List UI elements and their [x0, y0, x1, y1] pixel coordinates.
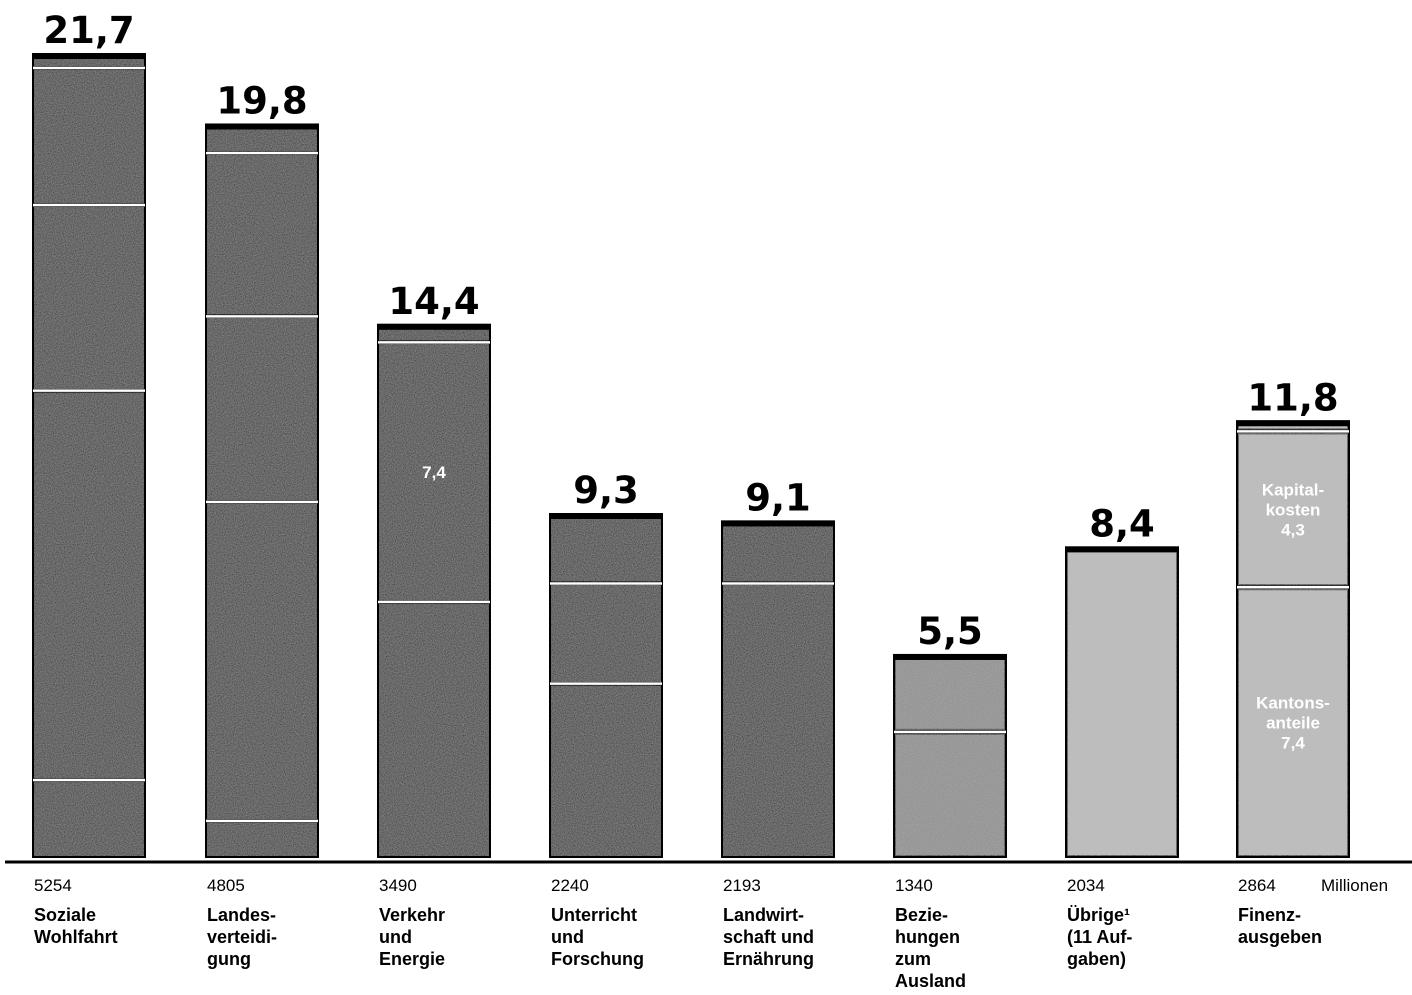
- category-1: 5254 Soziale Wohlfahrt: [34, 876, 194, 948]
- category-name: Landes- verteidi- gung: [207, 905, 278, 969]
- bar-top-cap: [1236, 420, 1350, 427]
- category-name: Verkehr und Energie: [379, 905, 446, 969]
- bar-segment: [1237, 432, 1349, 587]
- bar-2: 19,8: [205, 79, 319, 858]
- bar-1: 21,7: [32, 9, 146, 858]
- bar-top-cap: [377, 323, 491, 330]
- bar-segment: [33, 68, 145, 205]
- category-8: 2864 Finenz- ausgeben: [1238, 876, 1398, 948]
- percent-label: 19,8: [216, 79, 307, 122]
- category-name: Finenz- ausgeben: [1238, 905, 1323, 947]
- percent-label: 11,8: [1247, 376, 1338, 419]
- category-7: 2034 Übrige¹ (11 Auf- gaben): [1067, 876, 1227, 970]
- percent-label: 5,5: [917, 610, 983, 653]
- bar-top-cap: [205, 123, 319, 130]
- percent-label: 14,4: [388, 280, 479, 323]
- segment-label: Kapital-kosten 4,3: [1262, 480, 1324, 539]
- bar-segment: [722, 521, 834, 583]
- bar-8: Kapital-kosten 4,3 Kantons-anteile 7,4 11,8: [1236, 376, 1350, 858]
- category-name: Landwirt- schaft und Ernährung: [723, 905, 815, 969]
- category-amount: 2240: [551, 876, 589, 895]
- bar-4: 9,3: [549, 469, 663, 858]
- category-amount: 2193: [723, 876, 761, 895]
- bar-top-cap: [32, 53, 146, 59]
- category-name: Übrige¹ (11 Auf- gaben): [1067, 905, 1133, 969]
- bar-segment: [378, 343, 490, 602]
- bar-top-cap: [549, 513, 663, 519]
- category-amount: 5254: [34, 876, 72, 895]
- segment-label: Kantons-anteile 7,4: [1256, 694, 1330, 753]
- bar-segment: [33, 206, 145, 390]
- category-amount: 2864: [1238, 876, 1276, 895]
- bar-segment: [378, 603, 490, 858]
- bar-segment: [206, 502, 318, 820]
- category-3: 3490 Verkehr und Energie: [379, 876, 539, 970]
- category-name: Bezie- hungen zum Ausland: [895, 905, 967, 991]
- category-4: 2240 Unterricht und Forschung: [551, 876, 711, 970]
- bar-segment: [894, 654, 1006, 731]
- segment-label: 7,4: [422, 463, 446, 482]
- bar-segment: [1066, 547, 1178, 857]
- bar-segment: [206, 154, 318, 316]
- bar-7: 8,4: [1065, 502, 1179, 858]
- bar-segment: [550, 584, 662, 683]
- bar-top-cap: [721, 520, 835, 527]
- percent-label: 9,1: [745, 476, 811, 519]
- bar-5: 9,1: [721, 476, 835, 858]
- bar-segment: [1237, 588, 1349, 857]
- category-amount: 3490: [379, 876, 417, 895]
- bar-segment: [550, 514, 662, 583]
- percent-label: 8,4: [1089, 502, 1155, 545]
- bar-top-cap: [893, 653, 1007, 660]
- bar-6: 5,5: [893, 610, 1007, 858]
- bar-top-cap: [1065, 546, 1179, 553]
- bar-3: 7,4 14,4: [377, 280, 491, 858]
- category-amount: 1340: [895, 876, 933, 895]
- bar-segment: [206, 317, 318, 501]
- category-amount: 2034: [1067, 876, 1105, 895]
- unit-label: Millionen: [1321, 876, 1389, 895]
- bar-segment: [722, 584, 834, 858]
- percent-label: 21,7: [43, 9, 134, 52]
- category-name: Unterricht und Forschung: [551, 905, 644, 969]
- category-name: Soziale Wohlfahrt: [34, 905, 118, 947]
- bar-segment: [206, 821, 318, 857]
- category-2: 4805 Landes- verteidi- gung: [207, 876, 367, 970]
- category-5: 2193 Landwirt- schaft und Ernährung: [723, 876, 883, 970]
- category-6: 1340 Bezie- hungen zum Ausland: [895, 876, 1055, 992]
- category-amount: 4805: [207, 876, 245, 895]
- bar-segment: [894, 732, 1006, 858]
- bar-segment: [33, 391, 145, 780]
- bar-segment: [550, 684, 662, 857]
- bar-segment: [33, 781, 145, 858]
- bar-segment: [206, 124, 318, 153]
- percent-label: 9,3: [573, 469, 639, 512]
